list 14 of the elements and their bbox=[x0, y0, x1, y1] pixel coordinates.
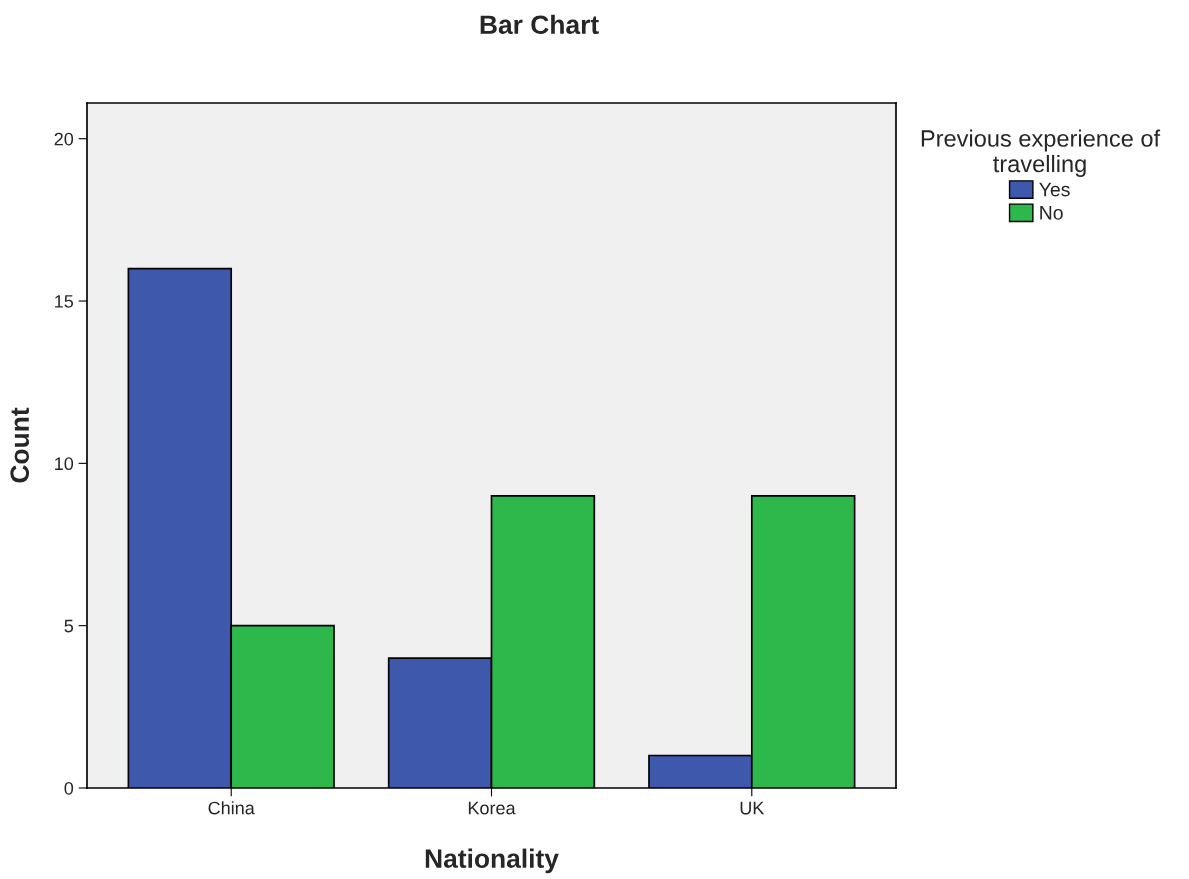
y-tick-label: 15 bbox=[55, 295, 74, 308]
y-axis-title: Count bbox=[10, 407, 30, 483]
x-tick-label: UK bbox=[740, 801, 765, 815]
chart-title: Bar Chart bbox=[480, 14, 599, 35]
x-tick-label: China bbox=[208, 801, 255, 815]
x-tick-label: Korea bbox=[468, 801, 516, 815]
y-tick-label: 20 bbox=[54, 132, 74, 146]
legend-label: No bbox=[1040, 206, 1063, 220]
y-tick-label: 5 bbox=[64, 619, 74, 633]
legend-label: Yes bbox=[1039, 182, 1070, 197]
legend-title: Previous experience of travelling bbox=[921, 129, 1161, 177]
y-tick-label: 0 bbox=[64, 781, 74, 795]
x-axis-title: Nationality bbox=[425, 848, 559, 874]
y-tick-label: 10 bbox=[55, 457, 74, 471]
